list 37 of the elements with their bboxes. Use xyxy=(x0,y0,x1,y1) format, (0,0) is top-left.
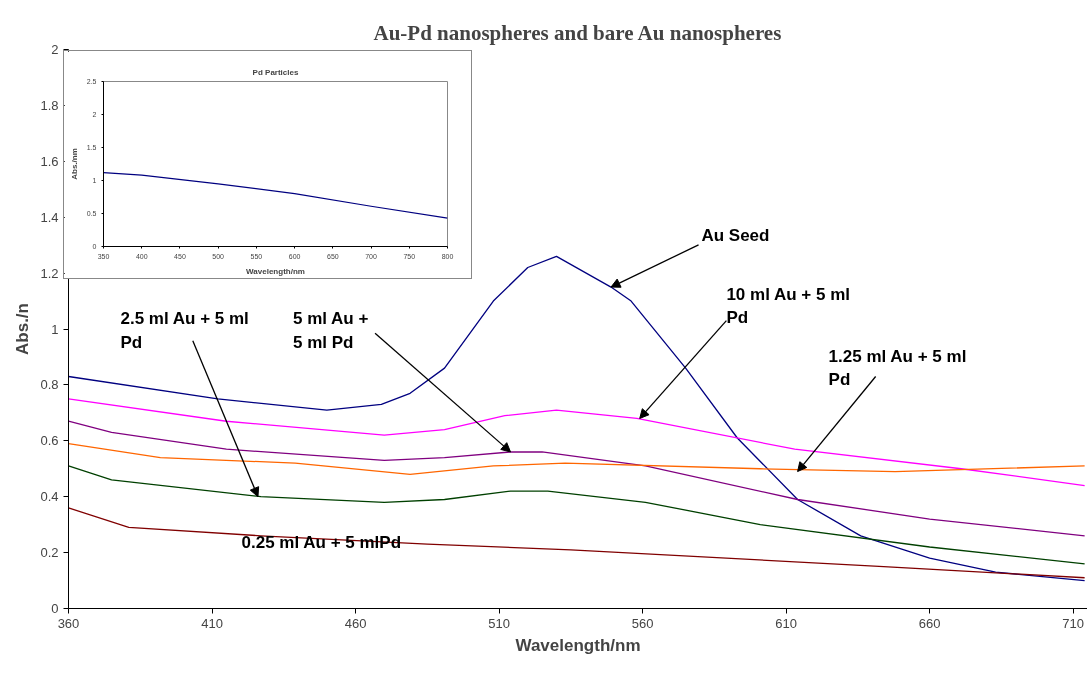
y-tick-label: 1.4 xyxy=(40,209,59,225)
x-tick-label: 360 xyxy=(57,615,80,631)
x-tick-label: 510 xyxy=(488,615,510,631)
y-tick-label: 1.8 xyxy=(40,97,59,113)
y-tick-label: 1 xyxy=(51,321,59,337)
y-axis-title: Abs./nm xyxy=(69,148,79,180)
x-tick-label: 410 xyxy=(201,615,223,631)
annotation: 1.25 ml Au + 5 ml Pd xyxy=(828,346,967,390)
line-series xyxy=(103,171,448,219)
chart-title: Au-Pd nanospheres and bare Au nanospheres xyxy=(373,20,782,45)
line-series xyxy=(68,255,1086,582)
line-series xyxy=(68,465,1086,565)
x-tick-label: 460 xyxy=(344,615,367,631)
y-tick-label: 1.2 xyxy=(40,265,59,281)
x-tick-label: 710 xyxy=(1062,615,1085,631)
x-tick-label: 610 xyxy=(775,615,797,631)
x-tick-label: 560 xyxy=(631,615,654,631)
annotation: 5 ml Au + 5 ml Pd xyxy=(292,309,369,352)
line-series xyxy=(68,398,1086,487)
y-tick-label: 1.6 xyxy=(40,153,59,169)
y-tick-label: 0.6 xyxy=(40,433,59,449)
annotation: Au Seed xyxy=(701,225,770,245)
annotation: 10 ml Au + 5 ml Pd xyxy=(726,284,851,328)
x-axis-title: Wavelength/nm xyxy=(515,635,641,655)
line-series xyxy=(68,420,1086,537)
y-tick-label: 0.2 xyxy=(40,545,59,561)
y-axis-title: Abs./n xyxy=(13,303,33,355)
chart-title: Pd Particles xyxy=(252,67,299,77)
y-tick-label: 0.8 xyxy=(40,377,59,393)
y-tick-label: 0 xyxy=(51,601,59,616)
y-tick-label: 0.4 xyxy=(40,489,59,505)
line-series xyxy=(68,507,1086,579)
x-axis-title: Wavelength/nm xyxy=(246,266,305,276)
annotation: 2.5 ml Au + 5 ml Pd xyxy=(120,308,249,352)
line-series xyxy=(68,442,1086,475)
x-tick-label: 660 xyxy=(918,615,941,631)
y-tick-label: 2 xyxy=(51,42,59,57)
